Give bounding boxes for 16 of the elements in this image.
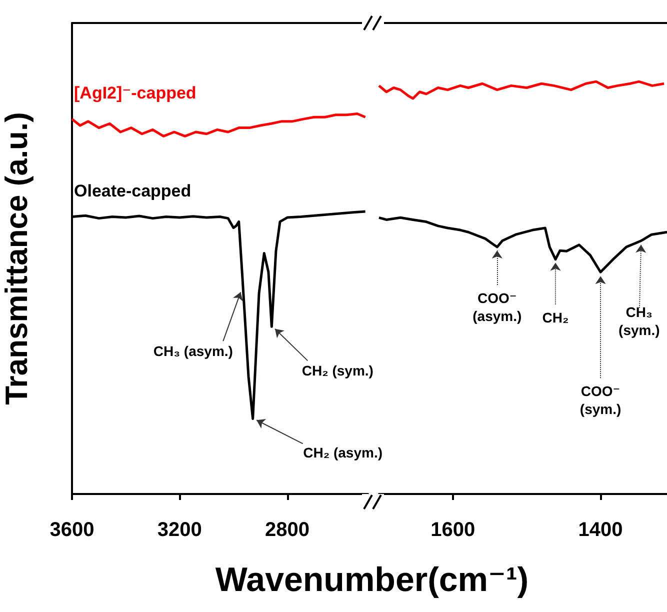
annotation: CH₂ <box>542 309 569 326</box>
x-tick-label: 3600 <box>50 519 94 541</box>
annotation: CH₃ (asym.) <box>153 343 233 360</box>
x-tick-label: 2800 <box>265 519 310 541</box>
annotation: CH₂ (sym.) <box>302 362 374 379</box>
x-tick-label: 1600 <box>430 519 476 541</box>
series-label: Oleate-capped <box>74 181 192 200</box>
annotation: COO⁻ (asym.) <box>472 290 522 324</box>
x-axis-title: Wavenumber(cm⁻¹) <box>214 560 530 600</box>
y-axis-title: Transmittance (a.u.) <box>0 112 34 405</box>
annotation: COO⁻ (sym.) <box>580 383 622 418</box>
x-tick-label: 3200 <box>157 519 202 541</box>
annotation: CH₃ (sym.) <box>618 304 660 338</box>
series-label: [AgI2]⁻-capped <box>74 84 196 103</box>
x-tick-label: 1400 <box>578 519 623 541</box>
annotation: CH₂ (asym.) <box>303 444 383 461</box>
